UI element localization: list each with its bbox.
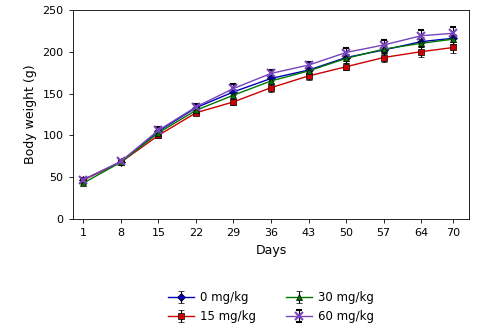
Legend: 0 mg/kg, 15 mg/kg, 30 mg/kg, 60 mg/kg: 0 mg/kg, 15 mg/kg, 30 mg/kg, 60 mg/kg: [165, 288, 377, 327]
Y-axis label: Body weight (g): Body weight (g): [24, 65, 37, 164]
X-axis label: Days: Days: [256, 244, 287, 257]
